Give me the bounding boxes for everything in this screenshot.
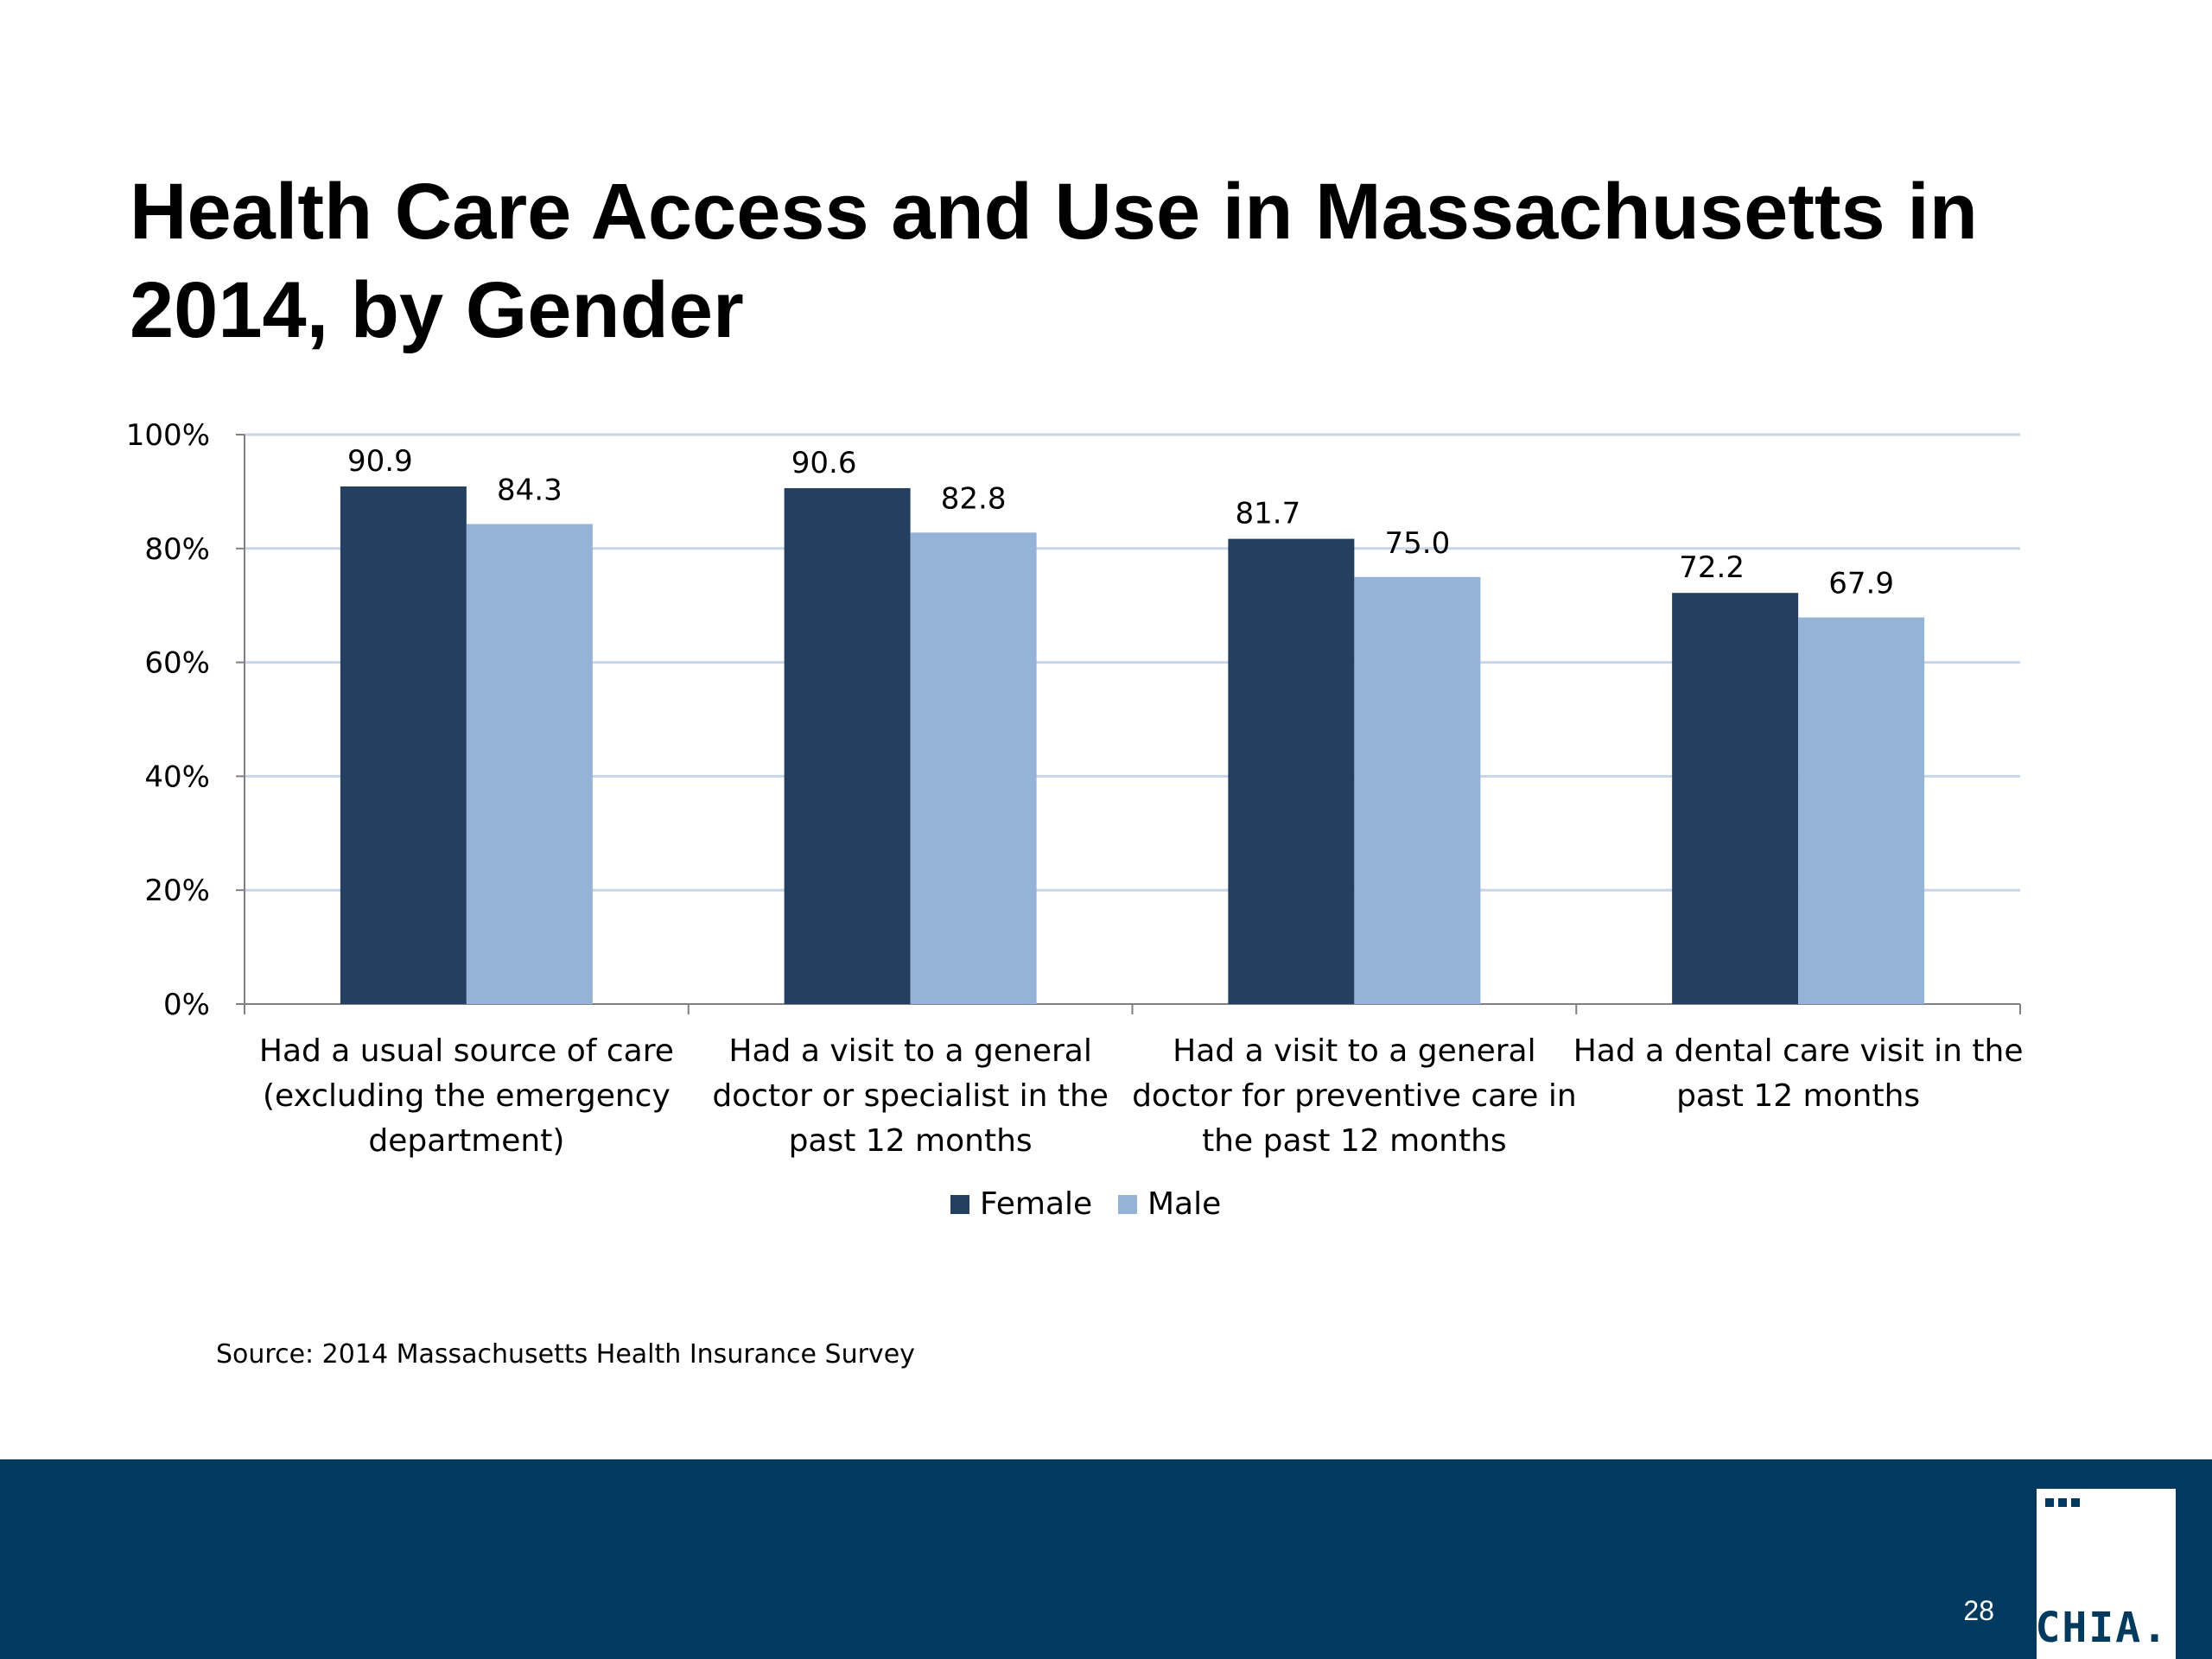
data-label: 84.3 (497, 473, 563, 507)
y-tick-label: 0% (163, 988, 210, 1022)
data-label: 81.7 (1236, 497, 1301, 531)
x-category-label: past 12 months (789, 1123, 1033, 1159)
y-tick-label: 20% (144, 874, 210, 908)
x-category-label: the past 12 months (1202, 1123, 1507, 1159)
x-category-label: Had a dental care visit in the (1573, 1033, 2024, 1069)
legend-swatch-male (1118, 1195, 1137, 1214)
page-number: 28 (1963, 1595, 1994, 1626)
legend-label: Female (980, 1186, 1092, 1222)
x-category-label: Had a visit to a general (1173, 1033, 1535, 1069)
logo-text: CHIA. (2035, 1604, 2169, 1652)
y-tick-label: 100% (126, 418, 210, 453)
bar-male (466, 524, 593, 1004)
data-label: 75.0 (1385, 526, 1451, 561)
bar-female (340, 486, 467, 1004)
x-category-label: doctor or specialist in the (712, 1078, 1109, 1114)
data-label: 90.9 (347, 444, 413, 479)
page-title: Health Care Access and Use in Massachuse… (130, 168, 1978, 354)
x-category-label: Had a usual source of care (259, 1033, 674, 1069)
data-label: 82.8 (941, 481, 1007, 516)
data-label: 90.6 (791, 446, 857, 480)
data-label: 72.2 (1679, 550, 1745, 585)
bar-chart: 0% 20% 40% 60% 80% 100% 90.9 84.3 Had a usual so… (126, 418, 2024, 1222)
data-label: 67.9 (1828, 567, 1894, 601)
bar-male (1354, 576, 1481, 1004)
x-category-label: doctor for preventive care in (1132, 1078, 1577, 1114)
footer-band: 28 CHIA. (0, 1459, 2212, 1659)
source-note: Source: 2014 Massachusetts Health Insura… (216, 1339, 915, 1370)
x-category-label: (excluding the emergency (263, 1078, 671, 1114)
x-category-label: department) (368, 1123, 564, 1159)
bar-female (784, 487, 911, 1004)
bar-female (1672, 593, 1799, 1004)
bar-male (910, 532, 1037, 1004)
y-tick-label: 80% (144, 532, 210, 567)
y-tick-label: 60% (144, 646, 210, 681)
logo-dots-icon (2045, 1496, 2084, 1511)
x-category-label: Had a visit to a general (728, 1033, 1091, 1069)
chia-logo: CHIA. (2035, 1489, 2176, 1659)
bar-female (1228, 538, 1355, 1004)
legend-label: Male (1147, 1186, 1221, 1222)
bar-male (1798, 617, 1925, 1004)
x-category-label: past 12 months (1676, 1078, 1920, 1114)
legend-swatch-female (950, 1195, 969, 1214)
y-tick-label: 40% (144, 760, 210, 794)
